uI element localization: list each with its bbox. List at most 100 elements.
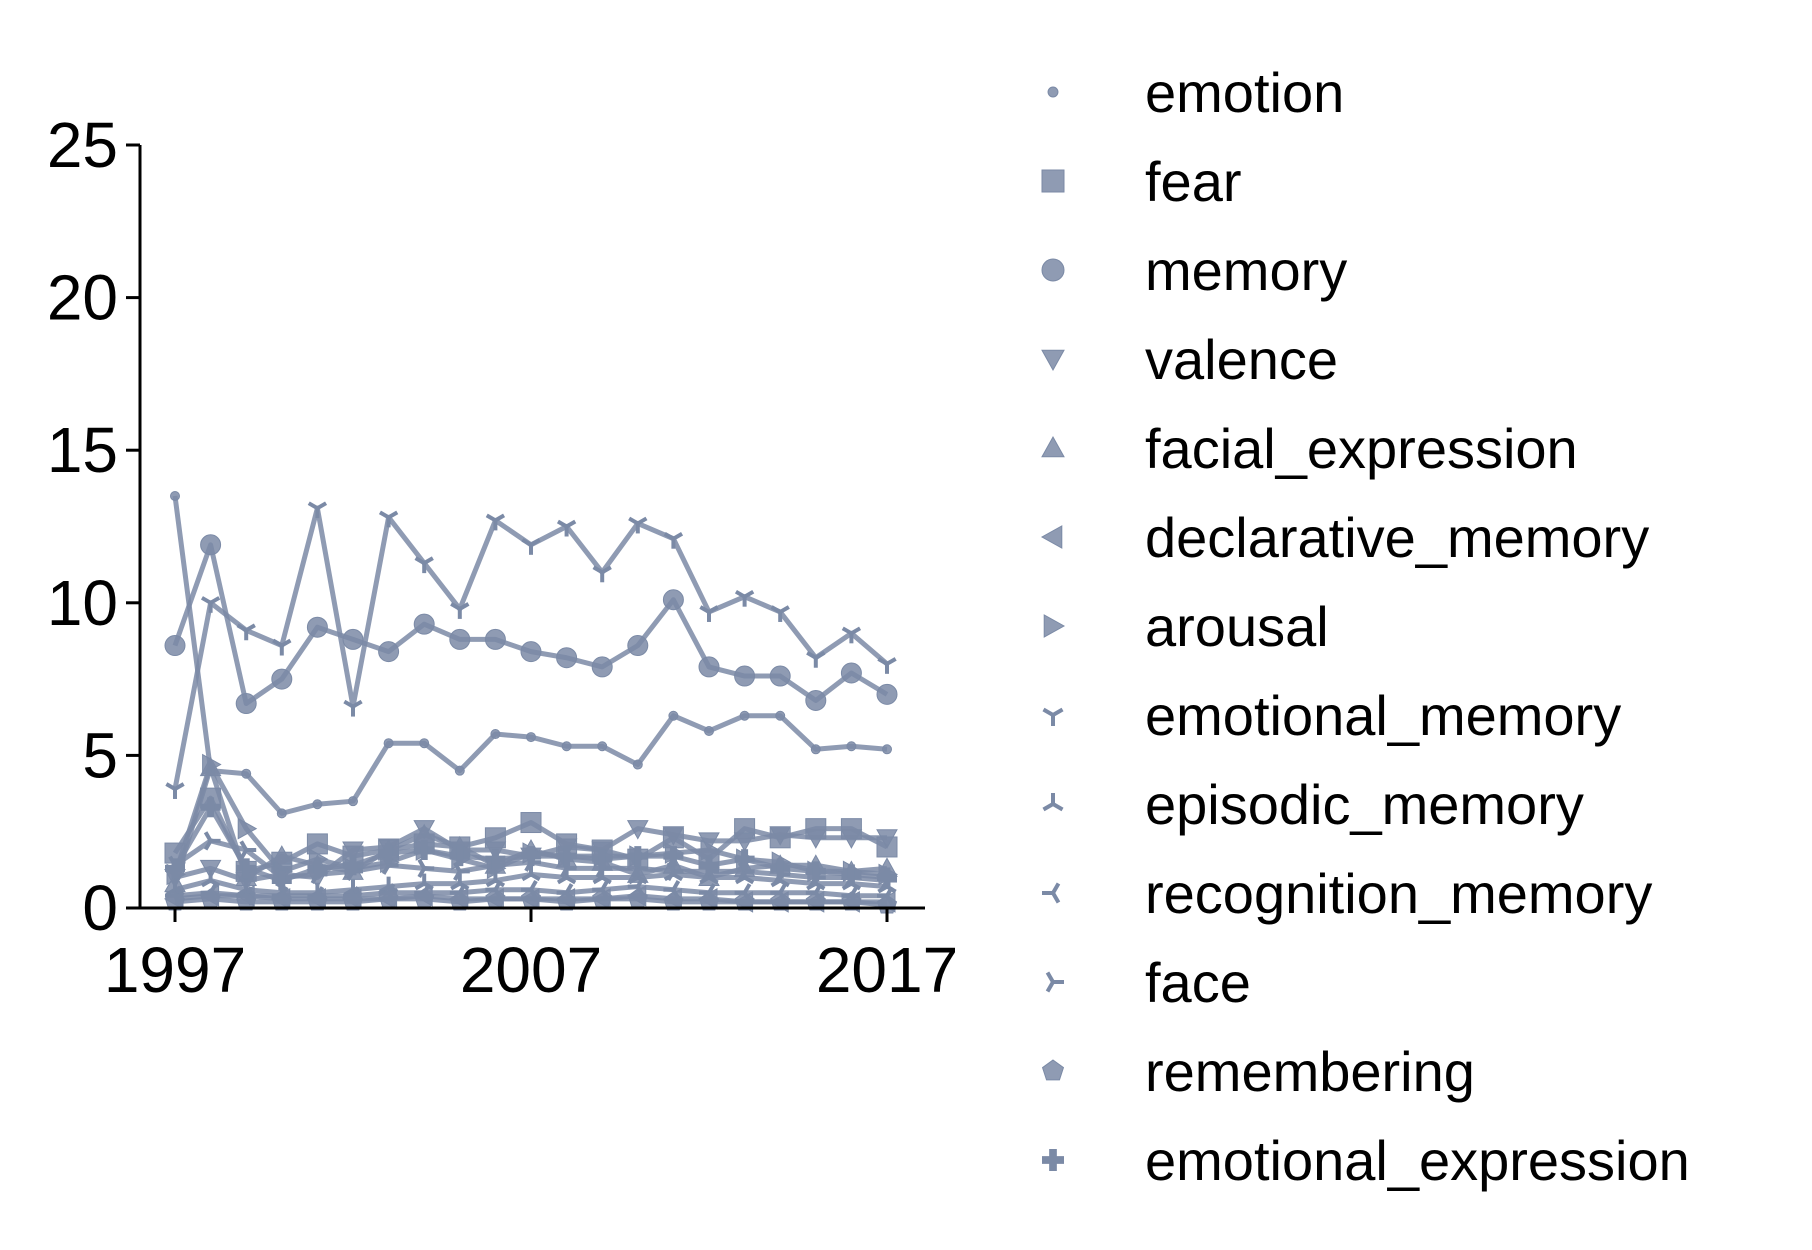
legend-item: fear xyxy=(1041,150,1242,213)
data-point xyxy=(840,829,863,849)
legend-marker xyxy=(1045,971,1064,993)
data-point xyxy=(662,826,685,846)
x-axis-ticks: 1997 2007 2017 xyxy=(104,908,958,1006)
data-point xyxy=(520,812,542,834)
data-point xyxy=(449,846,470,867)
legend-marker xyxy=(1041,258,1065,282)
plot-area: 0 5 10 15 20 25 1997 2007 2017 xyxy=(47,109,958,1006)
data-point xyxy=(165,782,185,799)
data-point xyxy=(805,689,827,711)
data-point xyxy=(733,832,756,852)
legend-item: face xyxy=(1045,951,1251,1014)
data-point xyxy=(236,623,256,641)
data-point xyxy=(698,891,720,911)
data-point xyxy=(236,891,257,911)
data-point xyxy=(663,891,684,911)
data-point xyxy=(627,846,648,867)
y-axis-ticks: 0 5 10 15 20 25 xyxy=(47,109,140,944)
data-point xyxy=(626,820,649,840)
data-point xyxy=(241,768,252,779)
data-point xyxy=(877,867,897,888)
data-point xyxy=(414,840,435,861)
data-point xyxy=(628,516,648,534)
data-point xyxy=(561,741,572,752)
data-point xyxy=(810,744,821,755)
data-point xyxy=(453,861,470,882)
data-point xyxy=(556,647,578,669)
series-memory xyxy=(164,534,898,715)
data-point xyxy=(556,891,577,911)
data-point xyxy=(841,891,862,911)
data-point xyxy=(312,799,323,810)
data-point xyxy=(348,796,358,807)
data-point xyxy=(237,817,258,840)
data-point xyxy=(526,732,536,743)
legend-marker xyxy=(1041,349,1065,372)
data-point xyxy=(668,710,679,721)
data-point xyxy=(449,891,470,911)
data-point xyxy=(450,602,470,619)
data-point xyxy=(805,861,826,882)
data-point xyxy=(170,490,180,501)
data-point xyxy=(342,841,364,862)
data-point xyxy=(203,831,221,851)
data-point xyxy=(520,641,542,663)
legend-marker xyxy=(1041,169,1065,193)
y-tick-label: 10 xyxy=(47,567,118,639)
legend-item: recognition_memory xyxy=(1042,862,1652,925)
legend-item: arousal xyxy=(1043,595,1329,658)
data-point xyxy=(306,616,328,638)
data-point xyxy=(734,665,756,687)
data-point xyxy=(806,651,826,668)
data-point xyxy=(699,855,719,876)
data-point xyxy=(882,744,892,755)
data-point xyxy=(770,858,791,879)
data-point xyxy=(666,861,684,882)
x-tick-label: 1997 xyxy=(104,934,246,1006)
data-point xyxy=(770,891,791,911)
data-point xyxy=(877,657,897,674)
data-point xyxy=(627,635,649,657)
data-point xyxy=(591,656,613,678)
data-point xyxy=(734,849,755,870)
data-point xyxy=(342,891,364,911)
legend-marker xyxy=(1041,1059,1065,1081)
data-point xyxy=(840,662,862,684)
legend-item: emotional_memory xyxy=(1042,684,1621,747)
data-point xyxy=(307,858,328,879)
data-point xyxy=(378,843,399,864)
data-point xyxy=(704,725,714,736)
data-point xyxy=(343,855,363,876)
legend-item: episodic_memory xyxy=(1042,773,1584,836)
series-remembering xyxy=(164,888,898,914)
legend-item: facial_expression xyxy=(1041,417,1578,480)
data-point xyxy=(769,826,792,846)
data-point xyxy=(846,741,857,752)
data-point xyxy=(876,829,898,849)
data-point xyxy=(700,839,721,861)
data-point xyxy=(419,738,430,749)
legend-marker xyxy=(1041,435,1065,458)
data-point xyxy=(417,858,435,878)
data-point xyxy=(490,729,501,740)
data-point xyxy=(770,605,790,622)
legend-label: emotional_expression xyxy=(1145,1129,1690,1192)
legend-label: episodic_memory xyxy=(1145,773,1584,836)
data-point xyxy=(663,531,684,549)
legend-marker xyxy=(1042,707,1064,726)
data-point xyxy=(200,797,221,818)
data-point xyxy=(632,759,643,770)
legend-label: declarative_memory xyxy=(1145,506,1649,569)
data-point xyxy=(200,596,221,613)
data-point xyxy=(804,829,827,849)
legend-item: memory xyxy=(1041,239,1347,302)
legend-label: emotional_memory xyxy=(1145,684,1621,747)
x-tick-label: 2007 xyxy=(460,934,602,1006)
data-point xyxy=(200,534,222,556)
data-point xyxy=(383,738,394,749)
data-point xyxy=(592,849,613,870)
data-point xyxy=(699,605,719,622)
data-point xyxy=(272,638,292,656)
data-point xyxy=(521,846,541,867)
data-point xyxy=(413,613,435,635)
